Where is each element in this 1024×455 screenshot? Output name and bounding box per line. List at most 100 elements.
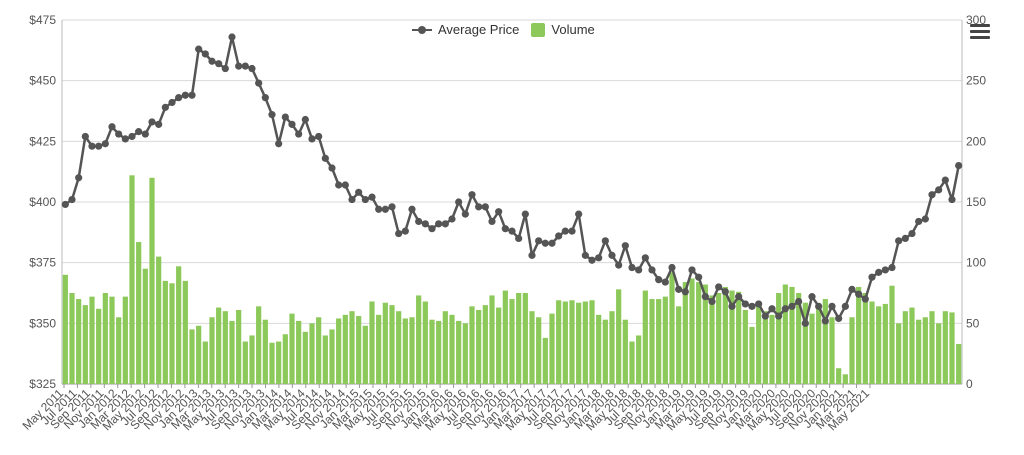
average-price-point: [875, 268, 883, 276]
volume-bar: [816, 305, 822, 384]
average-price-point: [721, 288, 729, 296]
average-price-point: [855, 290, 863, 298]
volume-bar: [449, 314, 455, 384]
volume-bar: [682, 282, 688, 384]
chart-menu-button[interactable]: [970, 24, 990, 40]
average-price-point: [575, 210, 583, 218]
volume-bar: [842, 374, 848, 384]
volume-bar: [356, 316, 362, 384]
y-right-tick-label: 0: [966, 377, 973, 391]
average-price-point: [748, 302, 756, 310]
volume-bar: [936, 323, 942, 384]
volume-bar: [202, 341, 208, 384]
volume-bar: [389, 305, 395, 384]
y-left-tick-label: $325: [29, 377, 56, 391]
volume-bar: [396, 311, 402, 384]
average-price-point: [421, 220, 429, 228]
volume-bar: [956, 343, 962, 384]
average-price-point: [75, 174, 83, 182]
average-price-point: [248, 64, 256, 73]
volume-bar: [222, 311, 228, 384]
y-right-tick-label: 150: [966, 195, 986, 209]
volume-bar: [629, 341, 635, 384]
average-price-point: [435, 220, 443, 228]
volume-bar: [469, 306, 475, 384]
y-right-tick-label: 100: [966, 256, 986, 270]
average-price-point: [175, 94, 183, 102]
volume-bar: [349, 311, 355, 384]
volume-bar: [142, 268, 148, 384]
volume-bar: [242, 341, 248, 384]
volume-bar: [662, 296, 668, 384]
legend-item-average-price[interactable]: Average Price: [412, 22, 519, 37]
average-price-point: [508, 227, 516, 235]
average-price-point: [908, 229, 916, 238]
average-price-point: [808, 293, 816, 301]
average-price-point: [841, 302, 849, 310]
average-price-point: [395, 229, 403, 238]
average-price-point: [735, 293, 743, 301]
volume-bar: [96, 308, 102, 384]
average-price-point: [181, 91, 189, 99]
y-right-tick-label: 250: [966, 74, 986, 88]
average-price-point: [815, 302, 823, 310]
average-price-point: [321, 154, 329, 162]
volume-bar: [882, 303, 888, 384]
average-price-point: [768, 305, 776, 313]
volume-bar: [482, 305, 488, 384]
volume-bar: [282, 334, 288, 384]
volume-bar: [856, 286, 862, 384]
volume-bar: [516, 293, 522, 384]
volume-bar: [676, 306, 682, 384]
hamburger-icon-bar: [970, 36, 990, 39]
y-right-tick-label: 50: [966, 316, 980, 330]
average-price-point: [235, 62, 243, 70]
average-price-point: [208, 57, 216, 65]
volume-bar: [136, 242, 142, 384]
volume-bar: [269, 342, 275, 384]
average-price-point: [368, 193, 376, 201]
legend-item-volume[interactable]: Volume: [531, 22, 595, 37]
average-price-point: [515, 234, 523, 242]
volume-bar: [149, 177, 155, 384]
average-price-point: [955, 162, 963, 170]
average-price-point: [468, 191, 476, 199]
average-price-point: [341, 181, 349, 189]
average-price-point: [948, 195, 956, 204]
volume-bar: [942, 311, 948, 384]
volume-bar: [756, 301, 762, 384]
volume-bar: [829, 317, 835, 384]
average-price-point: [455, 198, 463, 206]
volume-bar: [489, 295, 495, 384]
volume-bar: [436, 320, 442, 384]
average-price-line: [64, 35, 960, 325]
volume-bar: [69, 293, 75, 384]
volume-bar: [509, 299, 515, 384]
y-left-tick-label: $400: [29, 195, 56, 209]
volume-bar: [922, 317, 928, 384]
average-price-point: [401, 227, 409, 235]
average-price-point: [835, 314, 843, 323]
volume-bar: [836, 368, 842, 384]
volume-bar: [722, 286, 728, 384]
volume-bar: [122, 296, 128, 384]
average-price-point: [648, 266, 656, 274]
volume-bar: [602, 319, 608, 384]
average-price-point: [621, 242, 629, 250]
average-price-point: [268, 111, 276, 119]
volume-bar: [802, 302, 808, 384]
average-price-point: [801, 319, 809, 327]
average-price-point: [915, 217, 923, 226]
average-price-point: [548, 239, 556, 247]
volume-bar: [869, 301, 875, 384]
volume-bar: [422, 301, 428, 384]
average-price-point: [661, 278, 669, 286]
average-price-point: [701, 293, 709, 301]
volume-bar: [502, 290, 508, 384]
average-price-point: [261, 94, 269, 102]
volume-bar: [416, 295, 422, 384]
average-price-point: [335, 181, 343, 189]
average-price-point: [781, 305, 789, 313]
average-price-point: [521, 210, 529, 218]
